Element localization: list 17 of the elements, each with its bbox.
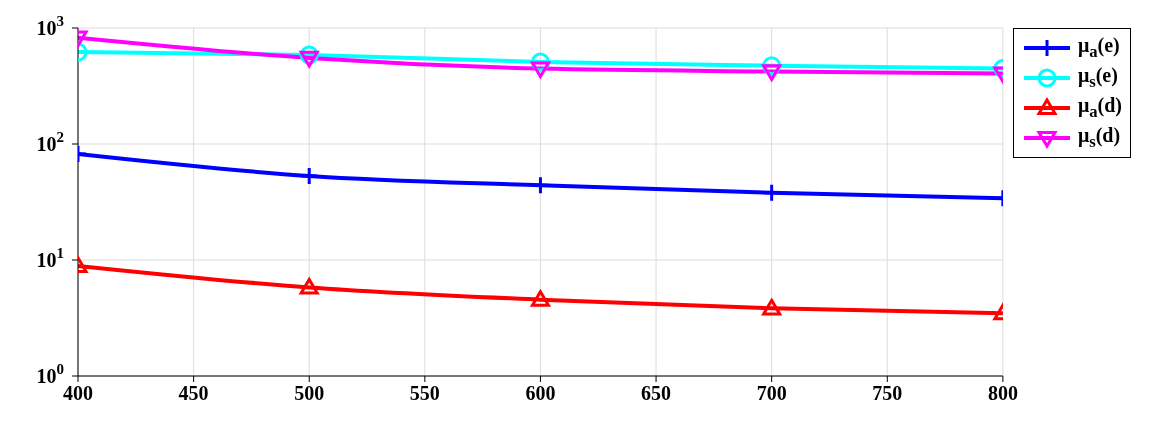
legend-label: μ$_{s}$(d) bbox=[1077, 124, 1121, 152]
legend-label: μ$_{a}$(e) bbox=[1077, 34, 1120, 62]
x-tick-label: 800 bbox=[987, 382, 1018, 404]
x-tick-label: 700 bbox=[756, 382, 787, 404]
x-tick-label: 550 bbox=[409, 382, 440, 404]
x-tick-label: 650 bbox=[641, 382, 672, 404]
x-tick-label: 450 bbox=[178, 382, 209, 404]
x-tick-label: 500 bbox=[294, 382, 325, 404]
legend-label: μ$_{s}$(e) bbox=[1077, 64, 1118, 92]
y-tick-label: 10$^{3}$ bbox=[36, 13, 64, 39]
x-tick-label: 750 bbox=[872, 382, 903, 404]
x-tick-label: 600 bbox=[525, 382, 556, 404]
y-tick-label: 10$^{1}$ bbox=[36, 245, 64, 271]
y-tick-label: 10$^{2}$ bbox=[36, 129, 64, 155]
y-tick-label: 10$^{0}$ bbox=[36, 361, 64, 387]
x-tick-label: 400 bbox=[63, 382, 93, 404]
legend-label: μ$_{a}$(d) bbox=[1077, 94, 1122, 122]
